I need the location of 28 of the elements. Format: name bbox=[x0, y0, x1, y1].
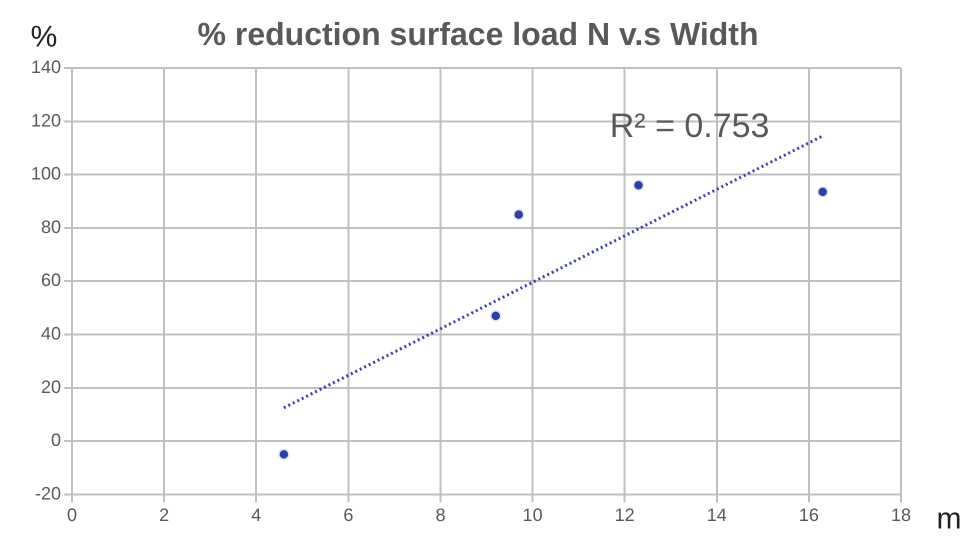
x-tick-label: 10 bbox=[522, 505, 543, 526]
point bbox=[513, 208, 525, 220]
x-axis-title: m bbox=[936, 502, 962, 536]
y-tick-label: -20 bbox=[35, 483, 62, 504]
point bbox=[816, 186, 828, 198]
y-tick-label: 140 bbox=[30, 56, 62, 77]
y-tick-label: 100 bbox=[30, 164, 62, 184]
y-axis-title: % bbox=[30, 20, 58, 54]
y-tick-label: 0 bbox=[51, 430, 62, 450]
y-tick-label: 80 bbox=[41, 216, 62, 237]
x-tick-label: 18 bbox=[890, 505, 912, 526]
x-tick-label: 14 bbox=[706, 505, 727, 526]
y-tick-label: 20 bbox=[41, 376, 62, 397]
point bbox=[632, 180, 644, 192]
x-tick-label: 8 bbox=[435, 505, 446, 526]
x-tick-label: 0 bbox=[67, 505, 78, 526]
y-tick-label: 120 bbox=[30, 110, 62, 130]
point bbox=[490, 310, 502, 322]
x-tick-label: 12 bbox=[614, 505, 635, 526]
x-tick-label: 16 bbox=[798, 505, 819, 526]
point bbox=[278, 448, 290, 460]
x-tick-label: 6 bbox=[343, 505, 354, 526]
chart-title: % reduction surface load N v.s Width bbox=[198, 16, 758, 52]
x-tick-label: 4 bbox=[251, 505, 262, 526]
annotation: R² = 0.753 bbox=[610, 107, 770, 146]
y-tick-label: 40 bbox=[41, 323, 62, 344]
y-tick-label: 60 bbox=[41, 270, 62, 290]
x-tick-label: 2 bbox=[159, 505, 170, 526]
